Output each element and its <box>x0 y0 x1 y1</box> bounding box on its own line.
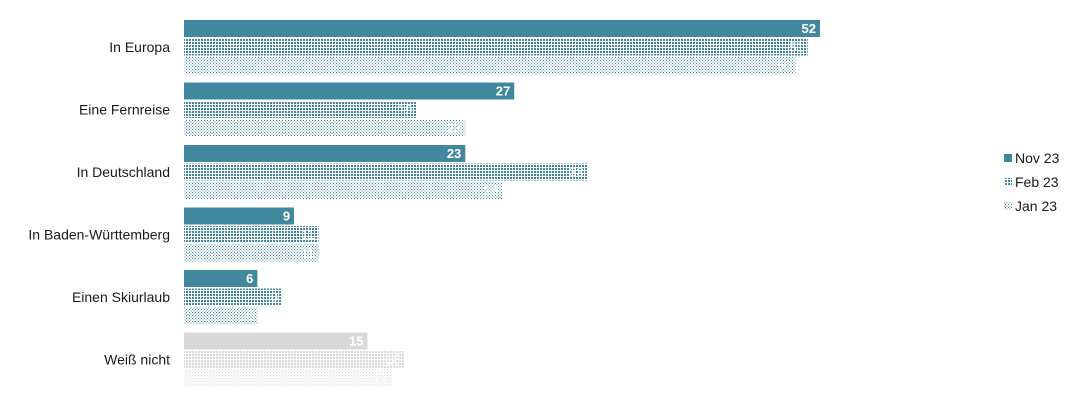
data-label-eine-fernreise-feb-23: 19 <box>398 102 412 117</box>
data-label-weiss-nicht-jan-23: 17 <box>373 371 387 386</box>
data-label-einen-skiurlaub-jan-23: 6 <box>246 308 253 323</box>
category-label-einen-skiurlaub: Einen Skiurlaub <box>72 289 170 305</box>
bar-in-europa-nov-23 <box>184 20 820 37</box>
data-label-in-baden-wurttemberg-jan-23: 11 <box>301 246 315 261</box>
legend-label-nov-23: Nov 23 <box>1015 150 1060 166</box>
category-labels: In Europa Eine Fernreise In Deutschland In … <box>28 39 170 368</box>
category-label-in-baden-wurttemberg: In Baden-Württemberg <box>28 227 170 243</box>
bar-eine-fernreise-nov-23 <box>184 82 515 100</box>
data-label-in-baden-wurttemberg-feb-23: 11 <box>301 227 315 242</box>
bar-weiss-nicht-jan-23 <box>184 369 392 387</box>
data-label-in-europa-jan-23: 50 <box>777 58 791 73</box>
data-label-in-deutschland-feb-23: 33 <box>569 165 583 180</box>
bar-in-baden-wurttemberg-jan-23 <box>184 244 319 262</box>
legend-label-feb-23: Feb 23 <box>1015 174 1059 190</box>
data-label-in-deutschland-nov-23: 23 <box>447 146 461 161</box>
data-label-einen-skiurlaub-nov-23: 6 <box>246 271 253 286</box>
bar-einen-skiurlaub-feb-23 <box>184 288 282 306</box>
legend-label-jan-23: Jan 23 <box>1015 198 1057 214</box>
data-label-eine-fernreise-nov-23: 27 <box>496 84 510 99</box>
bar-weiss-nicht-nov-23 <box>184 332 368 350</box>
legend-swatch-jan-23 <box>1004 202 1012 210</box>
bar-in-deutschland-jan-23 <box>184 182 502 199</box>
data-label-einen-skiurlaub-feb-23: 8 <box>271 290 278 305</box>
data-label-weiss-nicht-nov-23: 15 <box>349 334 363 349</box>
bar-eine-fernreise-feb-23 <box>184 101 417 118</box>
data-label-in-baden-wurttemberg-nov-23: 9 <box>283 209 290 224</box>
data-label-in-europa-feb-23: 51 <box>789 40 803 55</box>
data-label-eine-fernreise-jan-23: 23 <box>447 121 461 136</box>
bars-layer: 52 51 50 27 19 23 23 33 26 9 11 11 6 8 6 15 18 17 <box>184 20 820 387</box>
bar-einen-skiurlaub-nov-23 <box>184 270 258 287</box>
legend-swatch-nov-23 <box>1004 154 1012 162</box>
bar-in-deutschland-feb-23 <box>184 163 588 181</box>
category-label-weiss-nicht: Weiß nicht <box>104 352 170 368</box>
bar-in-baden-wurttemberg-nov-23 <box>184 207 295 225</box>
bar-in-baden-wurttemberg-feb-23 <box>184 226 319 243</box>
bar-in-europa-jan-23 <box>184 57 796 74</box>
bar-in-deutschland-nov-23 <box>184 145 466 162</box>
category-label-in-europa: In Europa <box>109 39 170 55</box>
bar-in-europa-feb-23 <box>184 38 808 56</box>
bar-weiss-nicht-feb-23 <box>184 351 405 368</box>
legend-swatch-feb-23 <box>1004 178 1012 186</box>
legend: Nov 23 Feb 23 Jan 23 <box>1004 150 1060 214</box>
bar-eine-fernreise-jan-23 <box>184 119 466 137</box>
data-label-weiss-nicht-feb-23: 18 <box>386 352 400 367</box>
category-label-eine-fernreise: Eine Fernreise <box>79 102 170 118</box>
category-label-in-deutschland: In Deutschland <box>77 164 170 180</box>
data-label-in-deutschland-jan-23: 26 <box>484 183 498 198</box>
bar-einen-skiurlaub-jan-23 <box>184 307 258 324</box>
data-label-in-europa-nov-23: 52 <box>801 21 815 36</box>
